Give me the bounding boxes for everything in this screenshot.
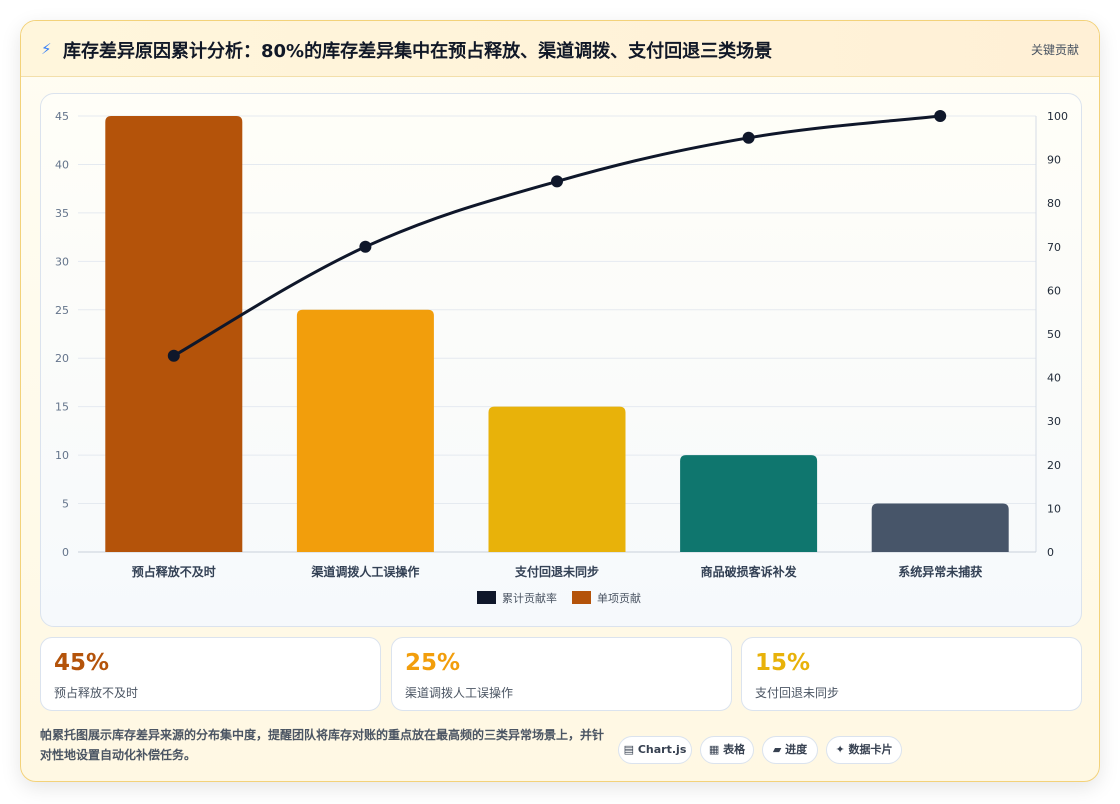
y-left-tick-label: 10 <box>55 449 69 462</box>
stat-card-1: 45% 预占释放不及时 <box>40 637 381 711</box>
chart-icon: ▤ <box>623 743 635 756</box>
chart-panel: 0 5 10 15 20 25 30 35 40 45 0 10 20 30 40 50 60 70 80 90 100… <box>40 93 1082 627</box>
chip-chartjs[interactable]: ▤ Chart.js <box>618 736 692 764</box>
pareto-chart: 0 5 10 15 20 25 30 35 40 45 0 10 20 30 40 50 60 70 80 90 100… <box>55 110 1068 605</box>
legend-swatch <box>477 591 496 604</box>
cumulative-point <box>742 131 755 144</box>
y-left-tick-label: 40 <box>55 158 69 171</box>
legend-swatch <box>572 591 591 604</box>
chart-footnote: 帕累托图展示库存差异来源的分布集中度，提醒团队将库存对账的重点放在最高频的三类异… <box>40 728 605 762</box>
chip-table[interactable]: ▦ 表格 <box>700 736 754 764</box>
cumulative-point <box>934 110 947 122</box>
chip-label: 表格 <box>723 743 746 756</box>
bar <box>296 309 434 552</box>
y-right-tick-label: 70 <box>1047 241 1061 254</box>
chip-data-card[interactable]: ✦ 数据卡片 <box>826 736 902 764</box>
cumulative-point <box>551 175 563 188</box>
y-right-tick-label: 50 <box>1047 328 1061 341</box>
x-category-label: 支付回退未同步 <box>514 564 599 579</box>
y-left-tick-label: 35 <box>55 207 69 220</box>
y-left-tick-label: 5 <box>62 498 69 511</box>
stat-card-3: 15% 支付回退未同步 <box>741 637 1082 711</box>
stat-label: 渠道调拨人工误操作 <box>405 686 514 700</box>
legend-label: 累计贡献率 <box>502 591 557 605</box>
y-left-tick-label: 15 <box>55 401 69 414</box>
y-right-tick-label: 40 <box>1047 372 1061 385</box>
y-left-tick-label: 20 <box>55 352 69 365</box>
table-icon: ▦ <box>708 743 720 756</box>
stat-value: 25% <box>405 650 461 676</box>
x-category-label: 渠道调拨人工误操作 <box>311 564 419 579</box>
y-right-tick-label: 80 <box>1047 197 1061 210</box>
bar <box>680 455 818 552</box>
y-left-tick-label: 45 <box>55 110 69 123</box>
cumulative-point <box>359 240 372 253</box>
bar <box>105 116 243 552</box>
y-right-tick-label: 60 <box>1047 284 1061 297</box>
y-right-tick-label: 0 <box>1047 546 1054 559</box>
cumulative-line <box>173 114 941 358</box>
stat-label: 预占释放不及时 <box>54 686 139 700</box>
sparkle-icon: ✦ <box>835 743 845 756</box>
x-category-label: 系统异常未捕获 <box>898 564 982 579</box>
header-tag: 关键贡献 <box>1030 43 1079 57</box>
y-right-tick-label: 20 <box>1047 459 1061 472</box>
y-left-tick-label: 30 <box>55 255 69 268</box>
stat-card-2: 25% 渠道调拨人工误操作 <box>391 637 732 711</box>
y-left-tick-label: 25 <box>55 304 69 317</box>
cumulative-point <box>167 349 180 362</box>
stat-label: 支付回退未同步 <box>755 686 840 700</box>
y-right-tick-label: 100 <box>1047 110 1068 123</box>
y-right-tick-label: 90 <box>1047 154 1061 167</box>
analysis-card: ⚡ 库存差异原因累计分析：80%的库存差异集中在预占释放、渠道调拨、支付回退三类… <box>20 20 1100 782</box>
chip-label: 进度 <box>785 743 808 756</box>
progress-icon: ▰ <box>772 743 782 756</box>
chip-label: Chart.js <box>637 743 687 756</box>
stat-value: 15% <box>755 650 811 676</box>
lightning-icon: ⚡ <box>41 40 52 58</box>
legend-label: 单项贡献 <box>597 591 641 605</box>
card-header: ⚡ 库存差异原因累计分析：80%的库存差异集中在预占释放、渠道调拨、支付回退三类… <box>21 21 1099 77</box>
stat-value: 45% <box>54 650 110 676</box>
x-category-label: 预占释放不及时 <box>132 564 216 579</box>
x-category-label: 商品破损客诉补发 <box>701 564 798 579</box>
page-title: 库存差异原因累计分析：80%的库存差异集中在预占释放、渠道调拨、支付回退三类场景 <box>63 41 773 62</box>
bar <box>871 503 1009 552</box>
chip-progress[interactable]: ▰ 进度 <box>762 736 818 764</box>
bar <box>488 406 626 552</box>
y-right-tick-label: 30 <box>1047 415 1061 428</box>
y-left-tick-label: 0 <box>62 546 69 559</box>
chip-label: 数据卡片 <box>848 743 893 756</box>
y-right-tick-label: 10 <box>1047 502 1061 515</box>
